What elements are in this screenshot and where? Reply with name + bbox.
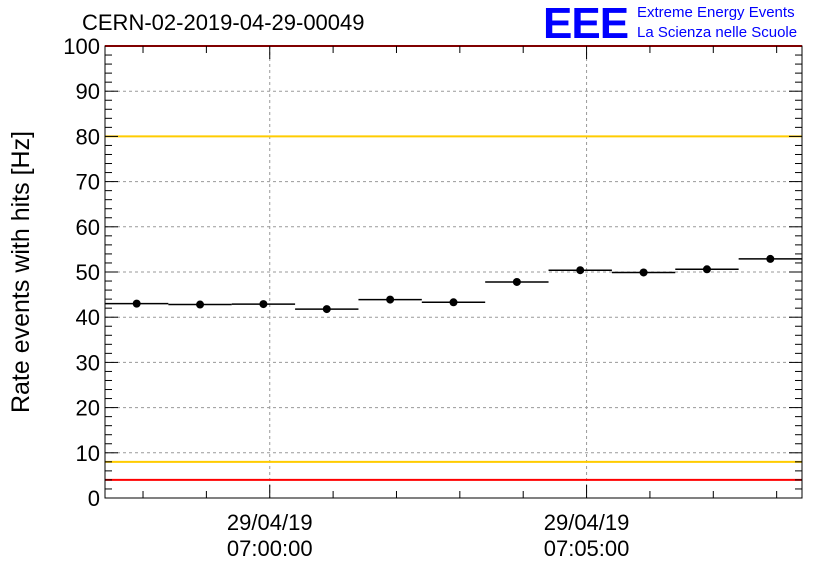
data-point bbox=[196, 300, 205, 309]
data-point bbox=[766, 254, 775, 263]
x-tick-label-time: 07:05:00 bbox=[544, 536, 630, 561]
y-tick-label: 50 bbox=[76, 260, 100, 285]
y-tick-label: 100 bbox=[63, 34, 100, 59]
y-tick-label: 10 bbox=[76, 441, 100, 466]
x-tick-label-time: 07:00:00 bbox=[227, 536, 313, 561]
y-tick-label: 60 bbox=[76, 215, 100, 240]
data-point bbox=[639, 268, 648, 277]
y-tick-label: 70 bbox=[76, 170, 100, 195]
y-tick-label: 90 bbox=[76, 79, 100, 104]
eee-logo: EEE bbox=[543, 0, 629, 48]
x-tick-label-date: 29/04/19 bbox=[544, 510, 630, 535]
reference-lines bbox=[105, 45, 802, 481]
data-point bbox=[449, 298, 458, 307]
grid bbox=[105, 46, 802, 498]
logo-subtitle-line1: Extreme Energy Events bbox=[637, 4, 795, 21]
y-tick-label: 30 bbox=[76, 350, 100, 375]
y-axis-label: Rate events with hits [Hz] bbox=[7, 131, 35, 413]
y-tick-label: 80 bbox=[76, 124, 100, 149]
logo-subtitle-line2: La Scienza nelle Scuole bbox=[637, 24, 798, 41]
data-point bbox=[259, 300, 268, 309]
axis-ticks: 010203040506070809010029/04/1907:00:0029… bbox=[63, 34, 802, 561]
data-series bbox=[105, 254, 802, 314]
x-tick-label-date: 29/04/19 bbox=[227, 510, 313, 535]
run-title: CERN-02-2019-04-29-00049 bbox=[82, 10, 365, 35]
y-tick-label: 20 bbox=[76, 396, 100, 421]
data-point bbox=[576, 266, 585, 275]
y-tick-label: 0 bbox=[88, 486, 100, 511]
data-point bbox=[512, 277, 521, 286]
data-point bbox=[322, 305, 331, 314]
data-point bbox=[702, 265, 711, 274]
y-tick-label: 40 bbox=[76, 305, 100, 330]
data-point bbox=[386, 295, 395, 304]
data-point bbox=[132, 299, 141, 308]
